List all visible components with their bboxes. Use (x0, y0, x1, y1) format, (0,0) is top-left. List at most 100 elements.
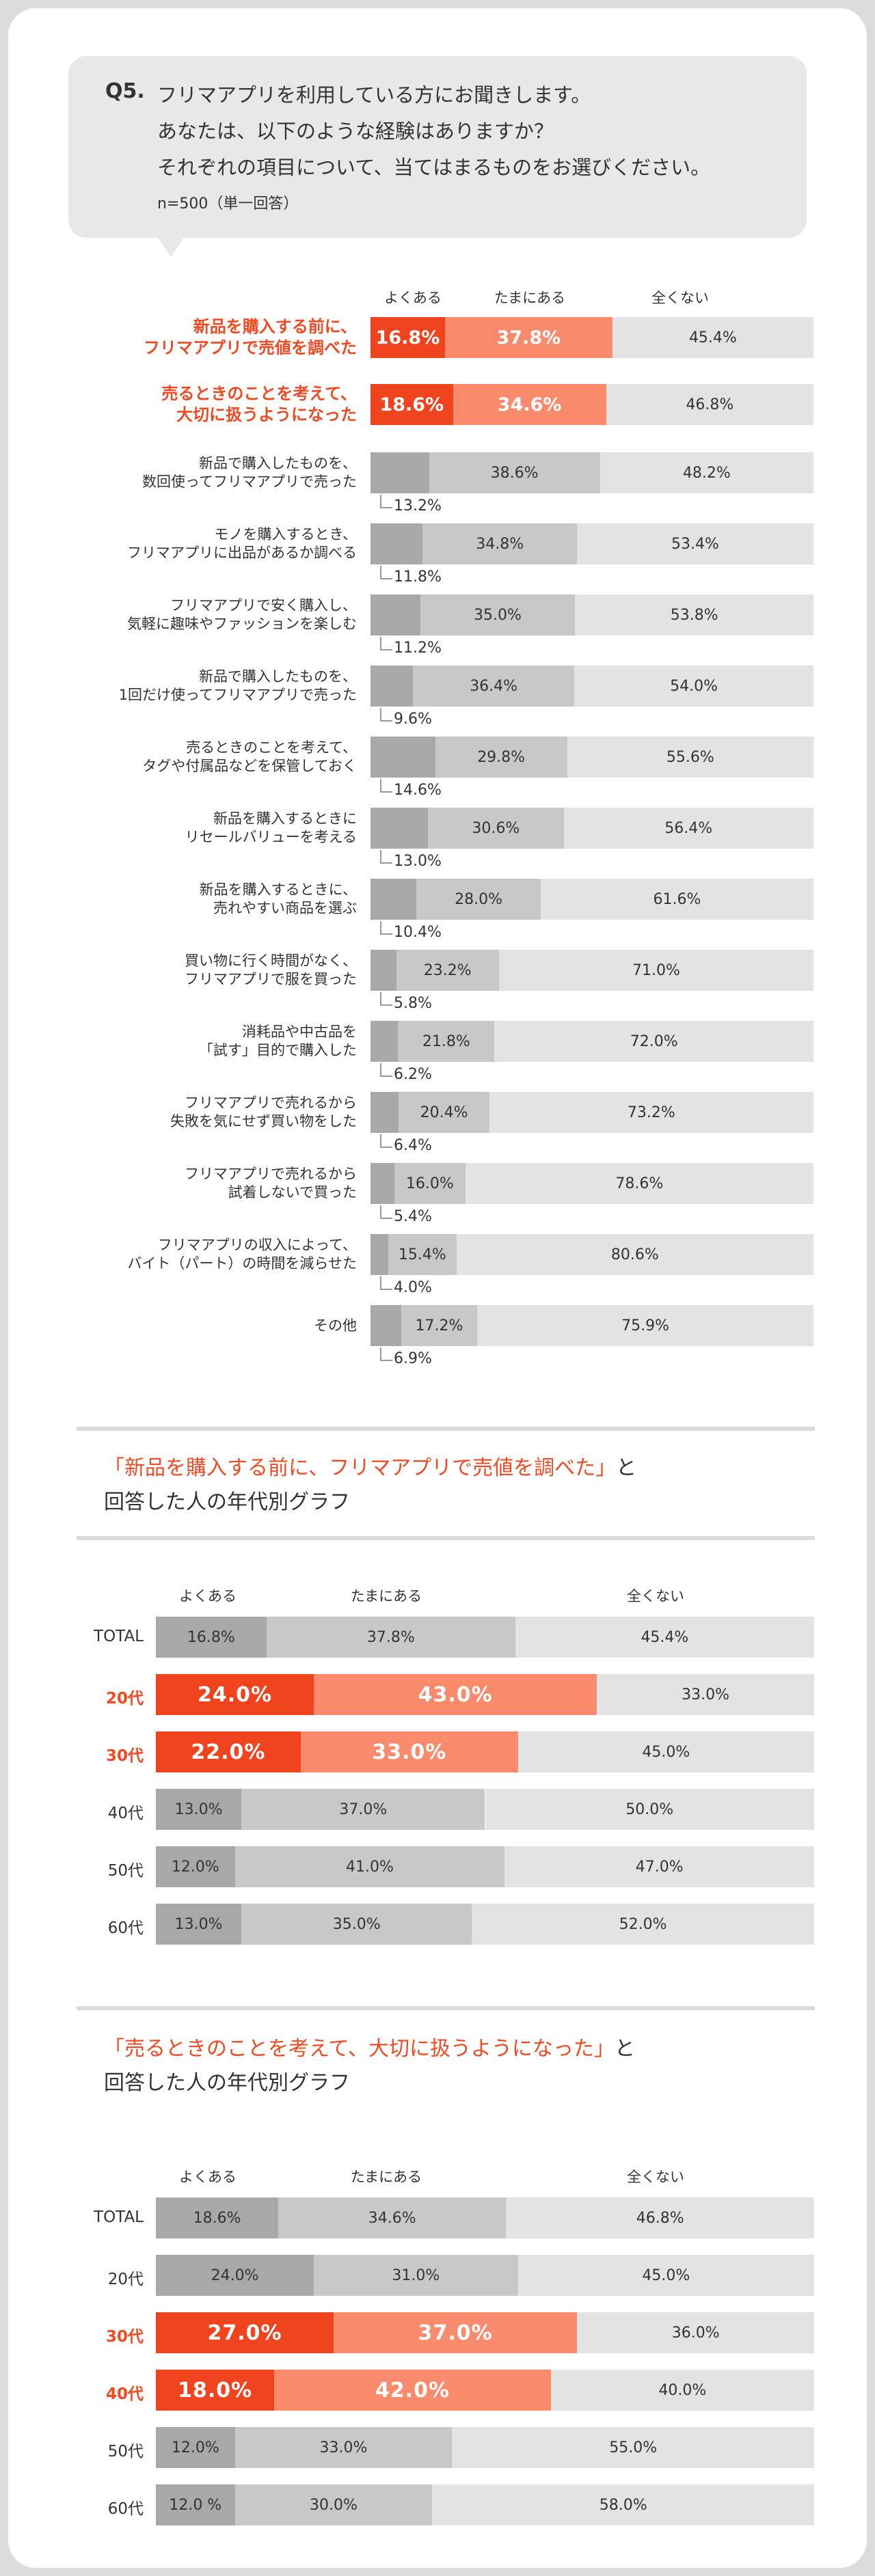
bar-value-label: 6.2% (394, 1066, 432, 1083)
bar-segment-never: 55.0% (452, 2427, 814, 2468)
bar-segment-often: 12.0% (156, 2427, 235, 2468)
bar-segment-never: 47.0% (504, 1846, 814, 1887)
bar-segment-often (371, 523, 423, 564)
bar-segment-sometimes: 30.6% (428, 808, 564, 849)
bar-segment-sometimes: 16.0% (394, 1163, 466, 1204)
legend-header: たまにある (350, 1588, 422, 1604)
legend-header: 全くない (627, 1588, 684, 1604)
age-chart-1-title-suffix: と (616, 1456, 637, 1480)
bar-segment-often: 12.0 % (156, 2484, 235, 2525)
stacked-bar: 12.0% 41.0% 47.0% (156, 1846, 814, 1887)
bar-segment-never: 61.6% (540, 879, 813, 920)
age-row-label: 20代 (105, 1690, 144, 1708)
leader-line (380, 1063, 392, 1077)
bar-segment-sometimes: 21.8% (398, 1021, 495, 1062)
age-chart-2-title: 「売るときのことを考えて、大切に扱うようになった」と (104, 2032, 635, 2066)
row-label-line: 失敗を気にせず買い物をした (170, 1113, 357, 1129)
bar-segment-often: 27.0% (156, 2312, 334, 2353)
bar-segment-often: 13.0% (156, 1789, 242, 1830)
row-label-line: 売るときのことを考えて、 (186, 739, 357, 756)
bar-segment-sometimes: 34.8% (422, 523, 577, 564)
bar-segment-often (371, 950, 396, 991)
bar-segment-never: 48.2% (600, 452, 813, 493)
row-label-line: 1回だけ使ってフリマアプリで売った (118, 687, 357, 703)
legend-header: よくある (179, 2169, 237, 2185)
bar-value-label: 6.4% (394, 1137, 432, 1154)
bar-segment-often: 16.8% (371, 317, 445, 358)
bar-segment-never: 33.0% (597, 1674, 814, 1715)
leader-line (380, 637, 392, 650)
stacked-bar: 16.8% 37.8% 45.4% (371, 317, 813, 358)
legend-header: よくある (179, 1588, 237, 1604)
bar-segment-never: 75.9% (477, 1305, 813, 1346)
row-label-line: フリマアプリで服を買った (185, 971, 357, 987)
bar-segment-often (371, 879, 417, 920)
age-row-label: 60代 (107, 1919, 144, 1937)
stacked-bar: 15.4% 80.6% (371, 1234, 813, 1275)
bar-segment-often: 16.8% (156, 1617, 267, 1658)
survey-card: Q5. フリマアプリを利用している方にお聞きします。 あなたは、以下のような経験… (8, 8, 867, 2568)
bar-segment-sometimes: 34.6% (453, 384, 606, 425)
row-label: モノを購入するとき、 フリマアプリに出品があるか調べる (8, 525, 357, 562)
bar-segment-sometimes: 35.0% (420, 594, 576, 635)
row-label-line: 消耗品や中古品を (242, 1024, 357, 1040)
bar-segment-never: 36.0% (577, 2312, 814, 2353)
legend-header: 全くない (627, 2169, 684, 2185)
bar-segment-often: 22.0% (156, 1731, 301, 1772)
stacked-bar: 18.6% 34.6% 46.8% (371, 384, 813, 425)
bar-segment-often: 18.6% (156, 2197, 279, 2238)
bar-segment-sometimes: 15.4% (388, 1234, 457, 1275)
bar-segment-often: 18.6% (371, 384, 453, 425)
bar-segment-sometimes: 42.0% (274, 2370, 551, 2411)
row-label: フリマアプリで売れるから 失敗を気にせず買い物をした (8, 1094, 357, 1131)
row-label: 新品を購入する前に、 フリマアプリで売値を調べた (8, 316, 357, 359)
bar-segment-often: 13.0% (156, 1904, 242, 1945)
row-label-line: 気軽に趣味やファッションを楽しむ (127, 616, 357, 632)
stacked-bar: 29.8% 55.6% (371, 737, 813, 778)
leader-line (380, 566, 392, 579)
section-divider (77, 1427, 815, 1431)
bar-segment-sometimes: 43.0% (314, 1674, 597, 1715)
bar-segment-sometimes: 34.6% (278, 2197, 507, 2238)
question-line-3: それぞれの項目について、当てはまるものをお選びください。 (157, 156, 711, 179)
question-line-1: フリマアプリを利用している方にお聞きします。 (157, 83, 591, 107)
stacked-bar: 18.0% 42.0% 40.0% (156, 2370, 814, 2411)
bar-segment-never: 53.8% (575, 594, 813, 635)
stacked-bar: 20.4% 73.2% (371, 1092, 813, 1133)
bar-segment-sometimes: 30.0% (234, 2484, 433, 2525)
bar-segment-often: 24.0% (156, 1674, 314, 1715)
stacked-bar: 30.6% 56.4% (371, 808, 813, 849)
age-chart-2-title-line2: 回答した人の年代別グラフ (104, 2071, 350, 2095)
bar-value-label: 14.6% (394, 782, 442, 799)
age-row-label: 50代 (107, 1862, 144, 1880)
bar-value-label: 4.0% (394, 1279, 432, 1296)
bar-segment-never: 80.6% (456, 1234, 813, 1275)
age-row-label: TOTAL (94, 2208, 144, 2226)
bar-segment-sometimes: 33.0% (234, 2427, 453, 2468)
bar-segment-often (371, 1305, 401, 1346)
bar-segment-never: 52.0% (472, 1904, 814, 1945)
bar-segment-never: 58.0% (432, 2484, 814, 2525)
leader-line (380, 992, 392, 1006)
bar-segment-sometimes: 29.8% (435, 737, 567, 778)
bar-segment-often: 24.0% (156, 2255, 314, 2296)
bar-value-label: 11.8% (394, 568, 442, 586)
bar-value-label: 13.0% (394, 853, 442, 870)
legend-header: よくある (384, 290, 442, 306)
age-chart-1-title: 「新品を購入する前に、フリマアプリで売値を調べた」と (104, 1451, 636, 1485)
legend-header: 全くない (651, 290, 709, 306)
question-line-2: あなたは、以下のような経験はありますか？ (157, 120, 554, 143)
row-label: 売るときのことを考えて、 大切に扱うようになった (8, 383, 357, 426)
bar-segment-never: 45.0% (517, 2255, 814, 2296)
bar-segment-sometimes: 37.8% (266, 1617, 515, 1658)
row-label-line: 新品で購入したものを、 (199, 668, 357, 685)
bar-segment-never: 72.0% (494, 1021, 813, 1062)
bar-segment-sometimes: 37.0% (334, 2312, 578, 2353)
question-bubble (68, 56, 807, 238)
stacked-bar: 35.0% 53.8% (371, 594, 813, 635)
row-label: 新品で購入したものを、 数回使ってフリマアプリで売った (8, 454, 357, 491)
age-row-label: 40代 (105, 2385, 144, 2403)
row-label-line: タグや付属品などを保管しておく (142, 758, 357, 774)
sample-size-note: n=500（単一回答） (157, 195, 299, 213)
row-label: フリマアプリで安く購入し、 気軽に趣味やファッションを楽しむ (8, 597, 357, 633)
